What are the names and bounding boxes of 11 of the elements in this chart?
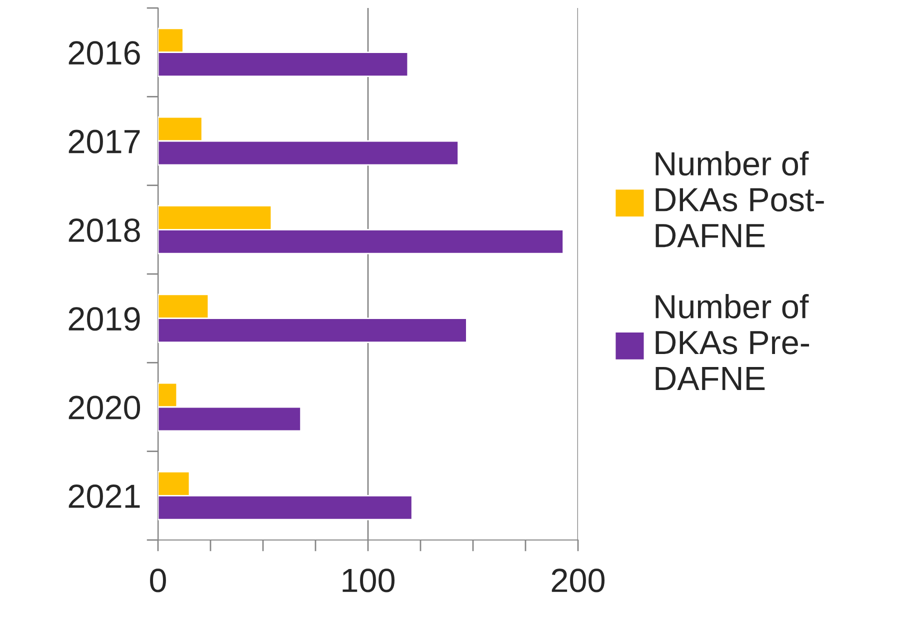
legend-label: Number of DKAs Post-DAFNE [656,151,824,248]
legend-label: Number of DKAs Pre-DAFNE [656,294,810,390]
y-tick-label: 2018 [68,218,140,242]
y-tick-label: 2017 [68,130,140,154]
y-tick-label: 2021 [68,484,140,508]
y-tick-label: 2019 [68,307,140,331]
y-tick-label: 2016 [68,41,140,65]
x-tick-label: 100 [342,568,395,592]
x-tick-label: 200 [552,568,605,592]
x-tick-label: 0 [150,568,166,592]
y-tick-label: 2020 [68,396,140,420]
